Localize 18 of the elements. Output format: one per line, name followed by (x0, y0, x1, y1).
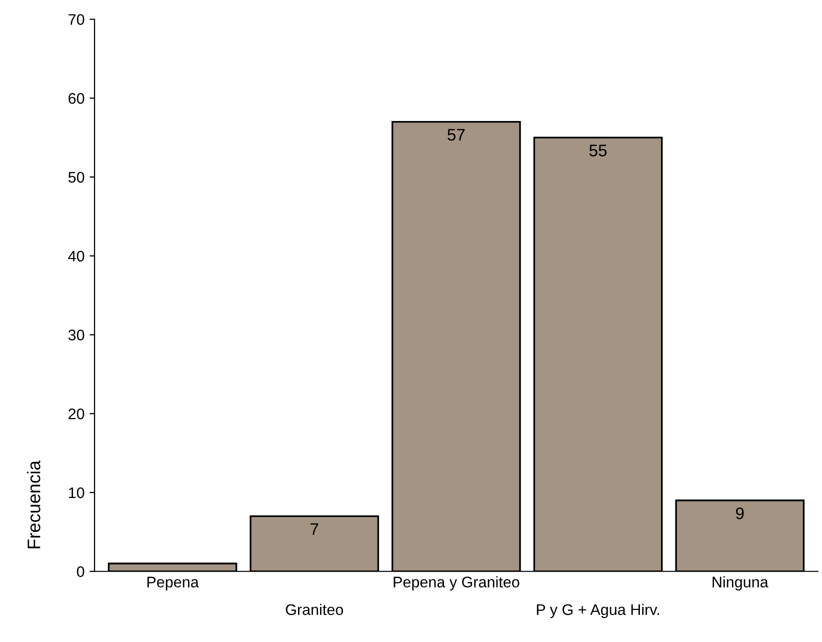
data-label: 57 (448, 129, 465, 141)
data-label: 55 (589, 144, 607, 156)
y-tick-label: 10 (68, 487, 84, 498)
x-tick-label: Ninguna (712, 576, 768, 590)
x-tick-label: P y G + Agua Hirv. (536, 604, 660, 618)
x-tick-label: Pepena (147, 576, 199, 590)
y-tick-label: 40 (68, 250, 84, 262)
y-tick-label: 60 (68, 93, 84, 104)
y-tick-label: 30 (68, 330, 84, 340)
data-label: 9 (736, 507, 744, 520)
y-tick-label: 0 (76, 566, 84, 578)
y-tick-label: 70 (68, 14, 84, 25)
x-tick-label: Graniteo (286, 604, 344, 616)
x-tick-label: Pepena y Graniteo (394, 576, 520, 590)
data-label: 7 (310, 523, 318, 535)
y-axis-title: Frecuencia (27, 460, 40, 548)
y-tick-label: 20 (68, 408, 84, 420)
y-tick-label: 50 (68, 172, 84, 183)
